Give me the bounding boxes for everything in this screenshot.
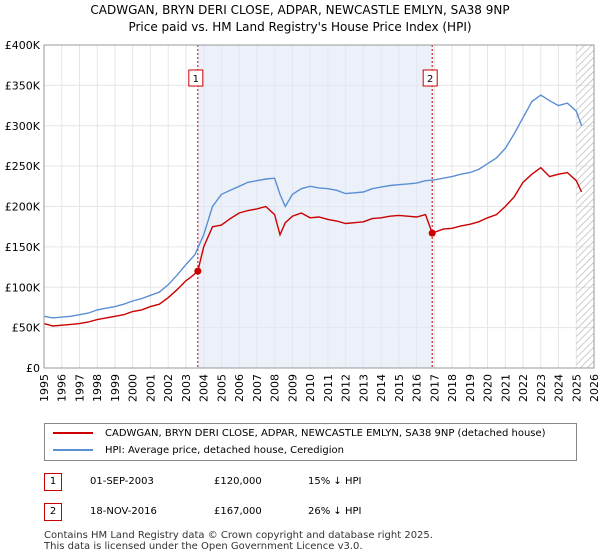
x-tick-label: 2012 <box>340 374 353 402</box>
transaction-date: 01-SEP-2003 <box>90 476 154 487</box>
legend: CADWGAN, BRYN DERI CLOSE, ADPAR, NEWCAST… <box>44 423 577 461</box>
x-tick-label: 1997 <box>73 374 86 402</box>
price-chart: £0 £50K £100K £150K £200K £250K £300K £350K £400… <box>5 39 600 402</box>
legend-hpi-swatch <box>53 449 93 451</box>
legend-hpi-label: HPI: Average price, detached house, Cere… <box>105 445 344 456</box>
sale-point <box>194 267 202 275</box>
x-tick-label: 2000 <box>127 374 140 402</box>
transaction-price: £120,000 <box>214 476 262 487</box>
sale-point <box>428 229 436 237</box>
y-tick-label: £50K <box>12 322 41 335</box>
footer-line-2: This data is licensed under the Open Gov… <box>44 541 363 552</box>
transaction-number: 2 <box>44 503 62 521</box>
x-tick-label: 2006 <box>233 374 246 402</box>
transaction-row: 1 01-SEP-2003 £120,000 15% ↓ HPI <box>44 471 584 493</box>
legend-hpi: HPI: Average price, detached house, Cere… <box>53 442 344 460</box>
x-tick-label: 2023 <box>535 374 548 402</box>
hatched-region <box>576 45 594 368</box>
y-tick-label: £100K <box>5 281 41 294</box>
x-tick-label: 2016 <box>411 374 424 402</box>
legend-property-swatch <box>53 432 93 434</box>
x-tick-label: 2004 <box>198 374 211 402</box>
transaction-hpi: 15% ↓ HPI <box>308 476 362 487</box>
title-line-2: Price paid vs. HM Land Registry's House … <box>128 20 472 34</box>
x-tick-label: 2020 <box>482 374 495 402</box>
x-tick-label: 2008 <box>269 374 282 402</box>
x-tick-label: 2009 <box>286 374 299 402</box>
x-tick-label: 2017 <box>428 374 441 402</box>
transaction-date: 18-NOV-2016 <box>90 506 157 517</box>
title-line-1: CADWGAN, BRYN DERI CLOSE, ADPAR, NEWCAST… <box>90 3 510 17</box>
chart-title: CADWGAN, BRYN DERI CLOSE, ADPAR, NEWCAST… <box>0 0 600 36</box>
y-tick-label: £350K <box>5 79 41 92</box>
plot-frame <box>43 44 595 369</box>
shaded-region <box>197 45 433 368</box>
y-tick-label: £200K <box>5 201 41 214</box>
y-tick-label: £250K <box>5 160 41 173</box>
x-tick-label: 2003 <box>180 374 193 402</box>
legend-property-label: CADWGAN, BRYN DERI CLOSE, ADPAR, NEWCAST… <box>105 428 546 439</box>
y-tick-label: £150K <box>5 241 41 254</box>
x-tick-label: 2015 <box>393 374 406 402</box>
x-tick-label: 2019 <box>464 374 477 402</box>
x-tick-label: 1996 <box>56 374 69 402</box>
footer: Contains HM Land Registry data © Crown c… <box>44 530 584 552</box>
x-tick-label: 2024 <box>553 374 566 402</box>
x-tick-label: 2014 <box>375 374 388 402</box>
x-tick-label: 2001 <box>144 374 157 402</box>
sale-label-box <box>422 69 438 87</box>
x-tick-label: 2026 <box>588 374 600 402</box>
x-tick-label: 2007 <box>251 374 264 402</box>
sale-label-number: 1 <box>193 74 199 85</box>
x-tick-label: 2022 <box>517 374 530 402</box>
transaction-number: 1 <box>44 473 62 491</box>
x-tick-label: 2010 <box>304 374 317 402</box>
transaction-price: £167,000 <box>214 506 262 517</box>
footer-line-1: Contains HM Land Registry data © Crown c… <box>44 530 433 541</box>
sale-label-box <box>188 69 204 87</box>
legend-property: CADWGAN, BRYN DERI CLOSE, ADPAR, NEWCAST… <box>53 425 546 443</box>
x-tick-label: 2011 <box>322 374 335 402</box>
x-tick-label: 2002 <box>162 374 175 402</box>
x-tick-label: 2005 <box>215 374 228 402</box>
x-tick-label: 2025 <box>570 374 583 402</box>
y-tick-label: £400K <box>5 39 41 52</box>
x-tick-label: 1995 <box>38 374 51 402</box>
x-tick-label: 1999 <box>109 374 122 402</box>
x-tick-label: 2018 <box>446 374 459 402</box>
sale-label-number: 2 <box>427 74 433 85</box>
series-line <box>43 166 583 327</box>
transaction-hpi: 26% ↓ HPI <box>308 506 362 517</box>
transaction-row: 2 18-NOV-2016 £167,000 26% ↓ HPI <box>44 501 584 523</box>
y-tick-label: £300K <box>5 120 41 133</box>
series-line <box>43 94 583 319</box>
y-tick-label: £0 <box>26 362 40 375</box>
x-tick-label: 2021 <box>499 374 512 402</box>
x-tick-label: 2013 <box>357 374 370 402</box>
x-tick-label: 1998 <box>91 374 104 402</box>
